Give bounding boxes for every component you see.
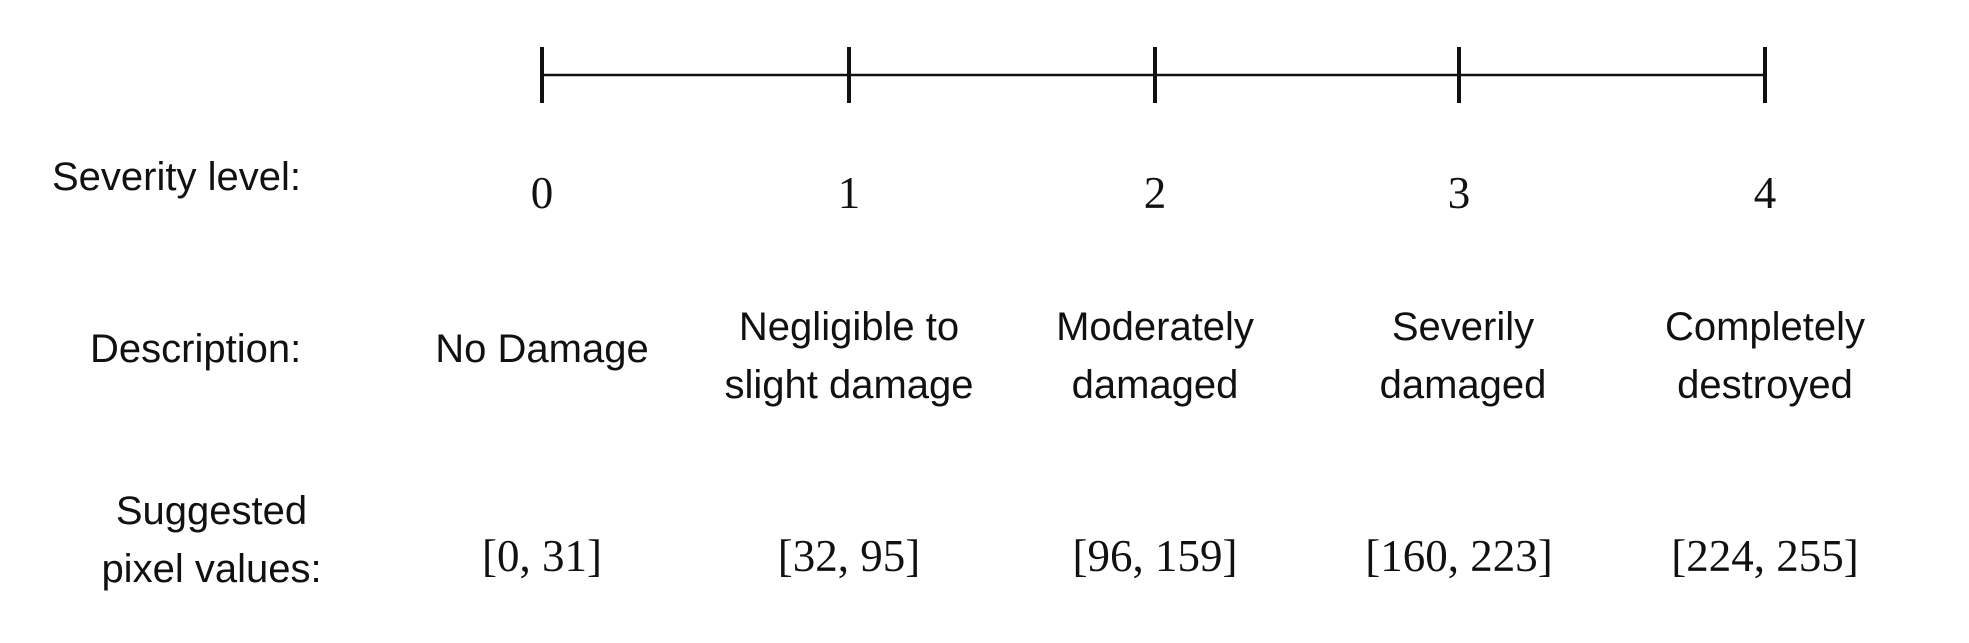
pixel-range-level-4: [224, 255] (1671, 531, 1859, 581)
pixel-values-label: Suggested pixel values: (84, 482, 339, 598)
severity-level-0: 0 (530, 168, 554, 218)
pixel-range-level-1: [32, 95] (777, 531, 921, 581)
description-level-2-line2: damaged (1071, 363, 1239, 407)
description-level-4-line1: Completely (1664, 305, 1866, 349)
severity-level-4: 4 (1753, 168, 1777, 218)
description-level-0-line1: No Damage (435, 327, 649, 371)
description-level-1-line2: slight damage (724, 363, 974, 407)
description-level-2: Moderately damaged (1005, 298, 1305, 414)
description-level-0: No Damage (392, 320, 692, 378)
description-level-1: Negligible to slight damage (699, 298, 999, 414)
severity-level-label: Severity level: (52, 155, 301, 199)
description-level-3-line1: Severily (1391, 305, 1535, 349)
severity-level-3: 3 (1447, 168, 1471, 218)
pixel-range-level-3: [160, 223] (1365, 531, 1553, 581)
description-level-1-line1: Negligible to (738, 305, 960, 349)
description-level-4: Completely destroyed (1615, 298, 1915, 414)
description-level-2-line1: Moderately (1056, 305, 1254, 349)
description-level-3-line2: damaged (1379, 363, 1547, 407)
severity-level-2: 2 (1143, 168, 1167, 218)
description-level-4-line2: destroyed (1677, 363, 1853, 407)
pixel-range-level-2: [96, 159] (1072, 531, 1238, 581)
severity-level-1: 1 (837, 168, 861, 218)
description-level-3: Severily damaged (1313, 298, 1613, 414)
pixel-range-level-0: [0, 31] (482, 531, 602, 581)
pixel-values-label-line2: pixel values: (101, 547, 322, 591)
pixel-values-label-line1: Suggested (115, 489, 308, 533)
description-label: Description: (90, 327, 302, 371)
